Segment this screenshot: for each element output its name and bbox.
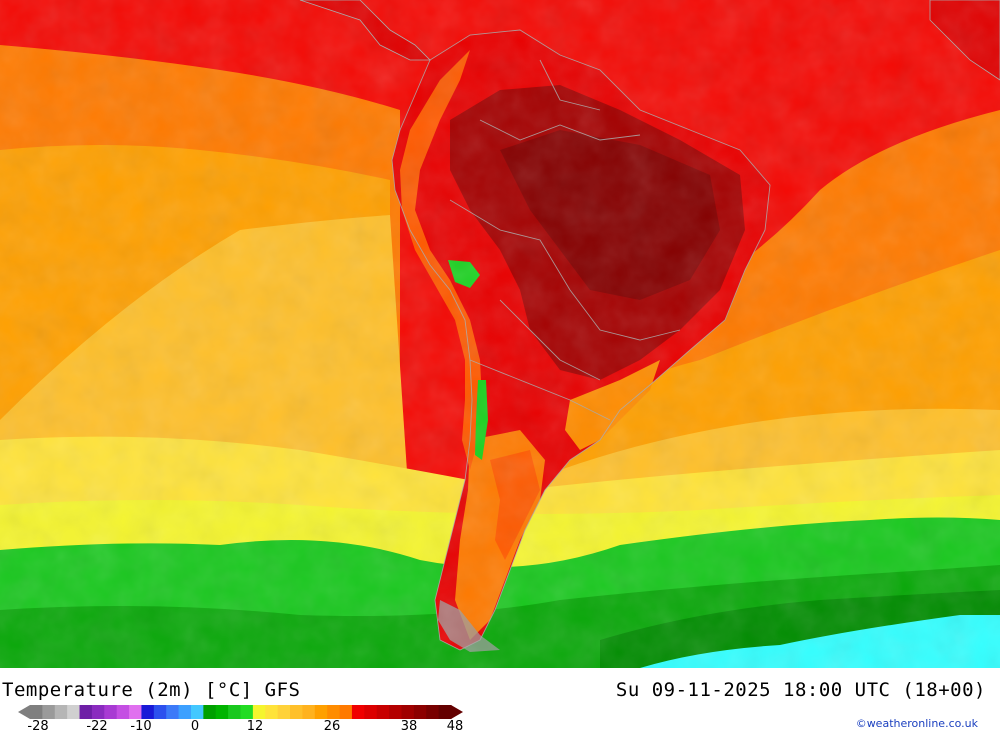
scale-arrow-high [451,705,463,719]
scale-swatch [265,705,279,719]
scale-swatch [104,705,118,719]
scale-swatch [67,705,81,719]
temperature-map [0,0,1000,668]
scale-swatch [79,705,93,719]
scale-swatch [54,705,68,719]
valid-datetime: Su 09-11-2025 18:00 UTC (18+00) [615,679,986,701]
scale-swatch [252,705,266,719]
scale-tick-label: -10 [130,719,152,734]
scale-swatch [129,705,142,719]
scale-arrow-low [18,705,30,719]
scale-swatch [376,705,390,719]
scale-swatch [178,705,192,719]
scale-swatch [438,705,452,719]
scale-tick-label: 38 [400,719,418,734]
scale-tick-label: 48 [446,719,464,734]
scale-swatch [116,705,130,719]
scale-swatch [339,705,353,719]
scale-tick-label: 0 [190,719,200,734]
scale-swatch [327,705,341,719]
scale-swatch [364,705,378,719]
scale-swatch [351,705,365,719]
scale-tick-label: -22 [86,719,108,734]
scale-swatch [228,705,241,719]
scale-swatch [426,705,440,719]
scale-tick-label: -28 [27,719,49,734]
scale-swatch [240,705,254,719]
scale-swatch [190,705,204,719]
scale-swatch [277,705,291,719]
scale-swatch [290,705,303,719]
credit-link[interactable]: ©weatheronline.co.uk [855,717,978,730]
scale-tick-label: 12 [246,719,264,734]
map-title: Temperature (2m) [°C] GFS [2,679,301,701]
scale-swatch [302,705,316,719]
color-scale-bar [18,705,463,719]
scale-swatch [42,705,56,719]
scale-swatch [389,705,402,719]
scale-swatch [153,705,167,719]
scale-swatch [166,705,180,719]
scale-swatch [30,705,43,719]
scale-swatch [91,705,105,719]
scale-swatch [215,705,229,719]
scale-swatch [401,705,415,719]
scale-swatch [141,705,155,719]
texture-overlay [0,0,1000,668]
scale-swatch [314,705,328,719]
footer-bar [0,668,1000,733]
scale-tick-label: 26 [323,719,341,734]
scale-swatch [413,705,427,719]
scale-swatch [203,705,217,719]
